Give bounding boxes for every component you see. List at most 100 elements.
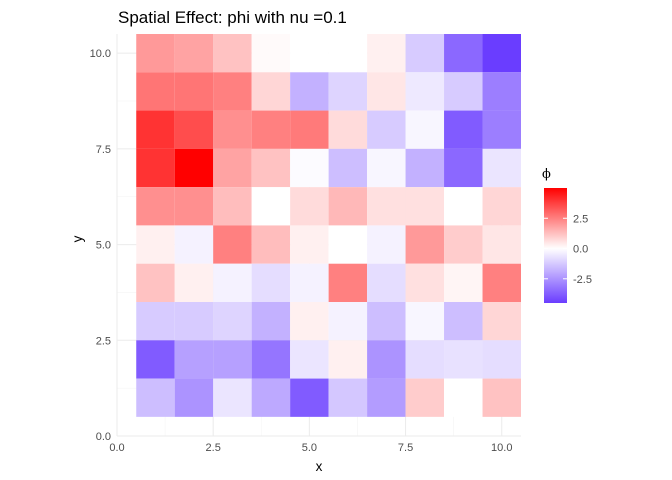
heatmap-tile [482,34,521,73]
heatmap-tile [213,110,252,149]
heatmap-tile [405,110,445,149]
color-legend: ϕ 2.5 0.0 -2.5 [542,167,592,303]
heatmap-tiles [136,34,521,417]
heatmap-tile [367,378,406,417]
heatmap-tile [251,148,291,188]
legend-break-label: 2.5 [573,213,588,225]
heatmap-tile [328,148,368,188]
heatmap-tile [213,187,252,226]
heatmap-tile [213,378,252,417]
heatmap-tile [136,340,175,379]
heatmap-tile [405,302,445,341]
heatmap-tile [405,340,445,379]
heatmap-tile [367,72,406,111]
heatmap-tile [213,34,252,73]
heatmap-tile [174,110,214,149]
heatmap-tile [444,263,483,302]
heatmap-tile [290,302,329,341]
legend-colorbar [544,188,567,303]
heatmap-tile [367,263,406,302]
heatmap-tile [251,34,291,73]
heatmap-tile [290,225,329,264]
x-tick-label: 0.0 [109,442,124,454]
legend-break-label: -2.5 [573,274,592,286]
y-tick-label: 0.0 [96,431,111,443]
y-tick-label: 2.5 [96,335,111,347]
heatmap-tile [482,72,521,111]
axis-ticks: 0.0 2.5 5.0 7.5 10.0 0.0 2.5 5.0 7.5 10.0 [90,48,513,454]
heatmap-tile [290,340,329,379]
heatmap-tile [174,34,214,73]
y-axis-label: y [70,235,85,242]
heatmap-tile [367,110,406,149]
heatmap-tile [482,187,521,226]
heatmap-tile [174,340,214,379]
heatmap-tile [482,110,521,149]
heatmap-tile [367,148,406,188]
heatmap-tile [174,225,214,264]
heatmap-tile [251,378,291,417]
x-tick-label: 2.5 [206,442,221,454]
heatmap-tile [251,302,291,341]
heatmap-tile [328,225,368,264]
heatmap-tile [213,225,252,264]
x-tick-label: 7.5 [398,442,413,454]
chart-title: Spatial Effect: phi with nu =0.1 [118,8,347,27]
heatmap-tile [328,378,368,417]
heatmap-tile [367,34,406,73]
heatmap-tile [405,378,445,417]
heatmap-tile [213,148,252,188]
legend-title: ϕ [542,167,551,182]
heatmap-tile [251,263,291,302]
heatmap-tile [136,110,175,149]
heatmap-tile [444,148,483,188]
heatmap-tile [444,187,483,226]
heatmap-tile [444,225,483,264]
heatmap-tile [213,302,252,341]
heatmap-tile [482,302,521,341]
heatmap-tile [136,225,175,264]
x-axis-label: x [316,459,323,474]
heatmap-tile [290,34,329,73]
heatmap-tile [405,148,445,188]
heatmap-tile [444,110,483,149]
heatmap-tile [328,34,368,73]
heatmap-tile [136,187,175,226]
heatmap-tile [136,302,175,341]
heatmap-tile [405,263,445,302]
heatmap-tile [136,148,175,188]
heatmap-tile [136,34,175,73]
heatmap-tile [290,110,329,149]
heatmap-tile [290,72,329,111]
heatmap-tile [290,148,329,188]
heatmap-tile [290,187,329,226]
heatmap-tile [251,72,291,111]
heatmap-tile [367,187,406,226]
heatmap-tile [136,378,175,417]
heatmap-tile [405,187,445,226]
heatmap-tile [174,302,214,341]
heatmap-tile [251,225,291,264]
legend-break-label: 0.0 [573,244,588,256]
x-tick-label: 5.0 [302,442,317,454]
x-tick-label: 10.0 [491,442,512,454]
heatmap-tile [213,263,252,302]
heatmap-tile [405,34,445,73]
heatmap-tile [405,225,445,264]
heatmap-tile [405,72,445,111]
heatmap-tile [290,378,329,417]
heatmap-tile [251,110,291,149]
heatmap-tile [367,302,406,341]
heatmap-tile [328,302,368,341]
heatmap-tile [174,148,214,188]
heatmap-tile [136,263,175,302]
heatmap-tile [174,263,214,302]
heatmap-tile [482,340,521,379]
y-tick-label: 5.0 [96,240,111,252]
heatmap-tile [482,225,521,264]
heatmap-tile [367,340,406,379]
y-tick-label: 7.5 [96,144,111,156]
heatmap-tile [444,72,483,111]
heatmap-tile [482,378,521,417]
